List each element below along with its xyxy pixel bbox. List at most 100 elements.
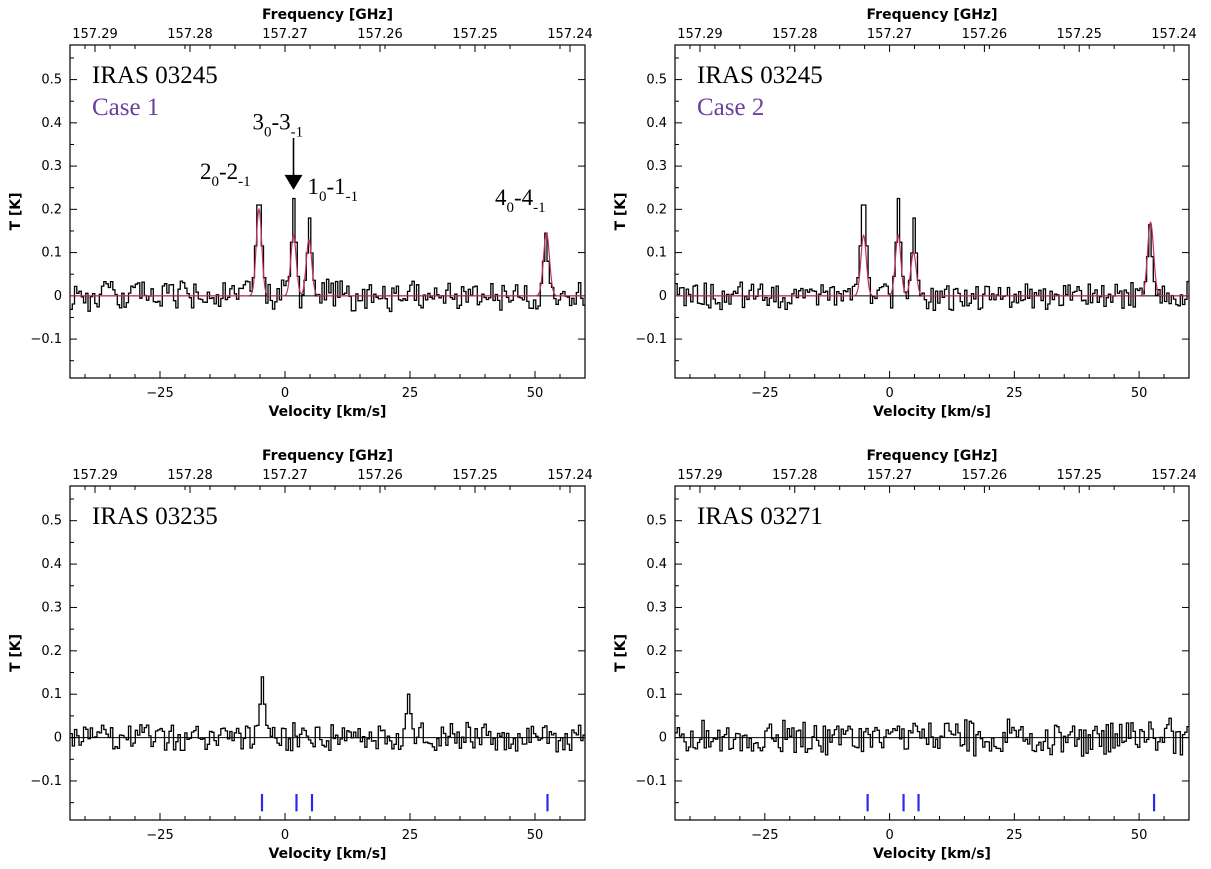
y-tick-label: 0.4 [646, 557, 667, 572]
top-x-tick-label: 157.29 [72, 27, 118, 42]
top-x-tick-label: 157.27 [262, 468, 308, 483]
spectrum-panel-4: −25 0 25 50 157.29 157.28 157.27 157.26 157.25 15… [613, 448, 1197, 862]
x-tick-label: 50 [1131, 386, 1148, 401]
series-fit [675, 220, 1189, 297]
top-x-tick-label: 157.26 [962, 468, 1008, 483]
x-tick-label: −25 [146, 828, 173, 843]
top-x-tick-label: 157.24 [1151, 468, 1197, 483]
top-x-tick-label: 157.27 [867, 27, 913, 42]
transition-label: 40-4-1 [495, 185, 546, 216]
top-axis-title: Frequency [GHz] [867, 7, 998, 23]
series-fit [70, 207, 585, 297]
top-x-tick-label: 157.28 [167, 468, 213, 483]
top-x-tick-label: 157.28 [167, 27, 213, 42]
y-tick-label: 0.5 [41, 73, 62, 88]
y-tick-label: 0.5 [646, 514, 667, 529]
top-x-tick-label: 157.26 [962, 27, 1008, 42]
top-x-tick-label: 157.24 [547, 468, 593, 483]
y-tick-label: 0.2 [41, 202, 62, 217]
x-tick-label: −25 [751, 386, 778, 401]
top-x-tick-label: 157.27 [262, 27, 308, 42]
y-tick-label: 0.5 [646, 73, 667, 88]
y-tick-label: −0.1 [635, 774, 667, 789]
y-axis-title: T [K] [613, 192, 629, 230]
series-observed-spectrum [70, 197, 585, 313]
top-x-tick-label: 157.27 [867, 468, 913, 483]
y-axis-title: T [K] [8, 192, 24, 230]
top-x-tick-label: 157.29 [677, 468, 723, 483]
y-tick-label: 0.3 [646, 159, 667, 174]
transition-label: 20-2-1 [200, 159, 251, 190]
y-tick-label: −0.1 [635, 332, 667, 347]
x-tick-label: 25 [402, 386, 419, 401]
x-tick-label: 50 [527, 386, 544, 401]
y-tick-label: 0.3 [646, 600, 667, 615]
y-tick-label: 0.1 [646, 246, 667, 261]
x-axis-title: Velocity [km/s] [873, 404, 991, 420]
x-tick-label: 0 [885, 828, 893, 843]
top-x-tick-label: 157.24 [547, 27, 593, 42]
y-tick-label: 0.4 [646, 116, 667, 131]
y-tick-label: 0.1 [41, 246, 62, 261]
y-tick-label: 0.2 [646, 644, 667, 659]
x-axis-title: Velocity [km/s] [269, 404, 387, 420]
x-tick-label: 50 [1131, 828, 1148, 843]
series-observed-spectrum [70, 676, 585, 753]
plot-frame [674, 485, 1190, 821]
series-observed-spectrum [675, 717, 1189, 757]
y-tick-label: −0.1 [30, 774, 62, 789]
x-tick-label: 25 [1006, 386, 1023, 401]
x-tick-label: 0 [885, 386, 893, 401]
top-x-tick-label: 157.24 [1151, 27, 1197, 42]
x-tick-label: −25 [751, 828, 778, 843]
top-x-tick-label: 157.29 [677, 27, 723, 42]
plot-frame [69, 44, 586, 379]
x-tick-label: 25 [1006, 828, 1023, 843]
arrow-head [284, 174, 303, 190]
top-x-tick-label: 157.25 [452, 468, 498, 483]
plot-frame [69, 485, 586, 821]
y-tick-label: 0.3 [41, 159, 62, 174]
top-axis-title: Frequency [GHz] [262, 448, 393, 464]
source-label: IRAS 03245 [697, 62, 823, 89]
x-axis-title: Velocity [km/s] [873, 846, 991, 862]
y-tick-label: 0.1 [41, 687, 62, 702]
top-x-tick-label: 157.28 [772, 27, 818, 42]
y-tick-label: 0.2 [41, 644, 62, 659]
plot-frame [674, 44, 1190, 379]
case-label: Case 2 [697, 94, 764, 121]
x-tick-label: 0 [281, 386, 289, 401]
y-tick-label: 0 [659, 731, 667, 746]
top-axis-title: Frequency [GHz] [867, 448, 998, 464]
spectrum-panel-2: −25 0 25 50 157.29 157.28 157.27 157.26 157.25 15… [613, 7, 1197, 420]
transition-label: 10-1-1 [308, 174, 359, 205]
top-axis-title: Frequency [GHz] [262, 7, 393, 23]
case-label: Case 1 [92, 94, 159, 121]
x-axis-title: Velocity [km/s] [269, 846, 387, 862]
series-observed-spectrum [675, 197, 1189, 311]
y-tick-label: 0 [54, 289, 62, 304]
y-tick-label: 0.1 [646, 687, 667, 702]
y-tick-label: 0 [659, 289, 667, 304]
x-tick-label: 0 [281, 828, 289, 843]
y-tick-label: 0.4 [41, 557, 62, 572]
transition-label: 30-3-1 [253, 109, 304, 140]
x-tick-label: 50 [527, 828, 544, 843]
top-x-tick-label: 157.26 [357, 27, 403, 42]
y-tick-label: 0.5 [41, 514, 62, 529]
source-label: IRAS 03245 [92, 62, 218, 89]
top-x-tick-label: 157.26 [357, 468, 403, 483]
top-x-tick-label: 157.25 [1056, 468, 1102, 483]
y-tick-label: 0.3 [41, 600, 62, 615]
y-tick-label: −0.1 [30, 332, 62, 347]
top-x-tick-label: 157.28 [772, 468, 818, 483]
y-axis-title: T [K] [613, 634, 629, 672]
top-x-tick-label: 157.25 [1056, 27, 1102, 42]
spectrum-panel-3: −25 0 25 50 157.29 157.28 157.27 157.26 157.25 15… [8, 448, 593, 862]
spectrum-panel-1: −25 0 25 50 157.29 157.28 157.27 157.26 157.25 15… [8, 7, 593, 420]
x-tick-label: −25 [146, 386, 173, 401]
y-tick-label: 0.2 [646, 202, 667, 217]
top-x-tick-label: 157.25 [452, 27, 498, 42]
top-x-tick-label: 157.29 [72, 468, 118, 483]
y-tick-label: 0.4 [41, 116, 62, 131]
